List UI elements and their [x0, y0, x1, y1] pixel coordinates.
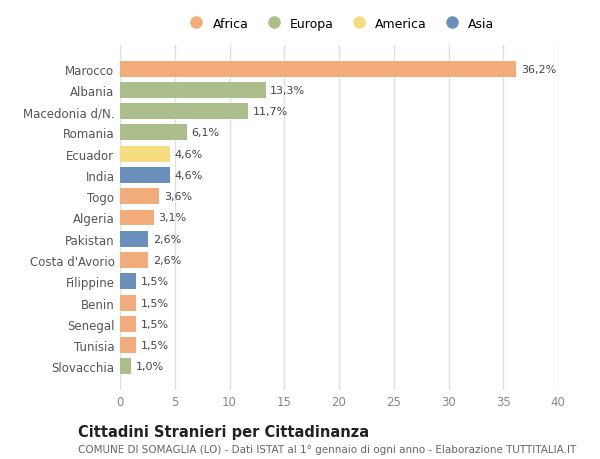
Text: COMUNE DI SOMAGLIA (LO) - Dati ISTAT al 1° gennaio di ogni anno - Elaborazione T: COMUNE DI SOMAGLIA (LO) - Dati ISTAT al … — [78, 444, 576, 454]
Bar — [120, 62, 517, 78]
Text: 1,5%: 1,5% — [141, 298, 169, 308]
Text: 1,5%: 1,5% — [141, 340, 169, 350]
Bar — [120, 83, 266, 99]
Bar — [120, 316, 136, 332]
Bar — [120, 252, 148, 269]
Text: 2,6%: 2,6% — [153, 256, 181, 265]
Bar — [120, 125, 187, 141]
Bar — [120, 295, 136, 311]
Text: 4,6%: 4,6% — [175, 149, 203, 159]
Text: 3,6%: 3,6% — [164, 192, 192, 202]
Text: 1,5%: 1,5% — [141, 319, 169, 329]
Text: 3,1%: 3,1% — [158, 213, 187, 223]
Text: Cittadini Stranieri per Cittadinanza: Cittadini Stranieri per Cittadinanza — [78, 425, 369, 440]
Legend: Africa, Europa, America, Asia: Africa, Europa, America, Asia — [184, 18, 494, 31]
Bar — [120, 337, 136, 353]
Text: 36,2%: 36,2% — [521, 65, 556, 74]
Text: 4,6%: 4,6% — [175, 171, 203, 180]
Bar — [120, 210, 154, 226]
Bar — [120, 231, 148, 247]
Text: 13,3%: 13,3% — [270, 86, 305, 96]
Text: 6,1%: 6,1% — [191, 128, 220, 138]
Bar — [120, 358, 131, 375]
Bar — [120, 189, 160, 205]
Text: 11,7%: 11,7% — [253, 107, 288, 117]
Text: 2,6%: 2,6% — [153, 234, 181, 244]
Text: 1,0%: 1,0% — [136, 362, 163, 371]
Bar — [120, 274, 136, 290]
Text: 1,5%: 1,5% — [141, 277, 169, 287]
Bar — [120, 146, 170, 162]
Bar — [120, 168, 170, 184]
Bar — [120, 104, 248, 120]
